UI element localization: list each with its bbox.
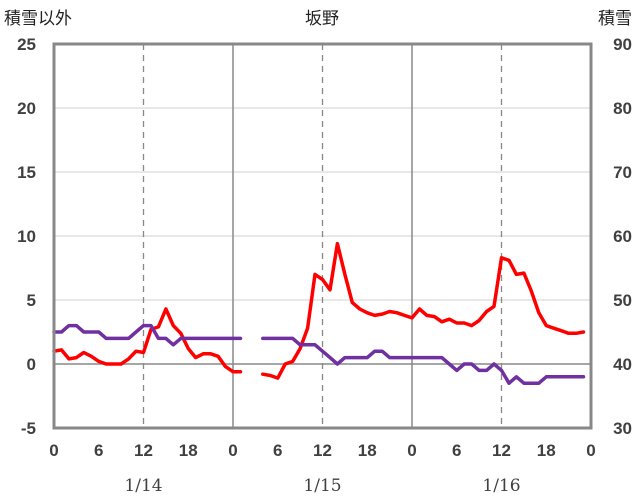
x-tick-label: 18 (358, 441, 377, 460)
x-tick-label: 6 (273, 441, 282, 460)
chart-title: 坂野 (305, 9, 339, 29)
y-right-tick-label: 40 (613, 355, 632, 374)
y-left-tick-label: 20 (17, 99, 36, 118)
y-right-tick-label: 30 (613, 419, 632, 438)
right-axis-label: 積雪 (598, 9, 632, 29)
y-right-tick-label: 80 (613, 99, 632, 118)
y-right-tick-label: 50 (613, 291, 632, 310)
x-tick-label: 12 (492, 441, 511, 460)
x-tick-label: 0 (407, 441, 416, 460)
x-tick-label: 6 (94, 441, 103, 460)
y-right-tick-label: 60 (613, 227, 632, 246)
x-tick-label: 18 (179, 441, 198, 460)
x-tick-label: 0 (228, 441, 237, 460)
date-label: 1/14 (124, 476, 162, 496)
date-label: 1/15 (303, 476, 341, 496)
y-left-tick-label: 5 (27, 291, 36, 310)
plot-frame (52, 42, 593, 430)
x-tick-label: 0 (586, 441, 595, 460)
y-left-tick-label: -5 (21, 419, 36, 438)
y-left-tick-label: 10 (17, 227, 36, 246)
x-tick-label: 12 (134, 441, 153, 460)
x-tick-label: 18 (537, 441, 556, 460)
date-label: 1/16 (482, 476, 520, 496)
series-line-snow-depth (52, 323, 586, 385)
y-right-tick-label: 90 (613, 35, 632, 54)
x-tick-label: 0 (49, 441, 58, 460)
y-left-tick-label: 25 (17, 35, 36, 54)
left-axis-label: 積雪以外 (4, 9, 72, 29)
y-right-tick-label: 70 (613, 163, 632, 182)
x-tick-label: 12 (313, 441, 332, 460)
y-left-tick-label: 15 (17, 163, 36, 182)
y-left-tick-label: 0 (27, 355, 36, 374)
x-tick-label: 6 (452, 441, 461, 460)
series-line-other (52, 241, 586, 380)
